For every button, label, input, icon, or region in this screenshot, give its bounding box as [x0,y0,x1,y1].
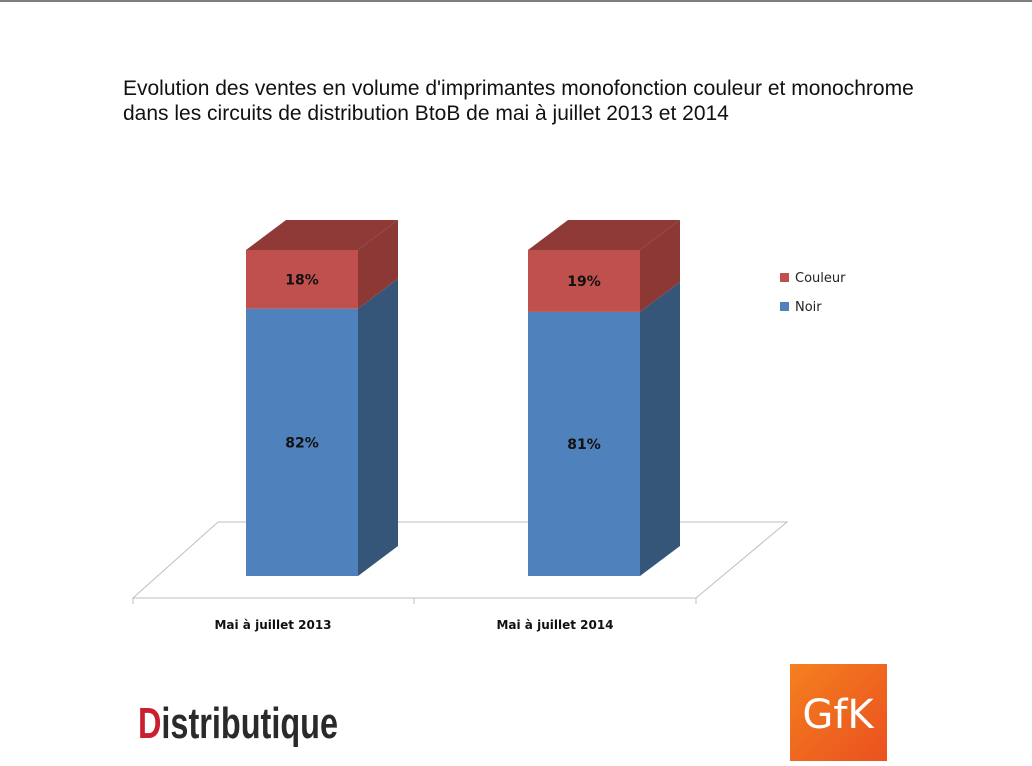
top-rule [0,0,1032,2]
bar-noir-1 [246,308,358,576]
legend-swatch-noir [780,302,789,311]
data-label-noir-2: 81% [567,437,601,453]
data-label-couleur-2: 19% [567,274,601,290]
bar-couleur-1 [246,250,358,309]
svg-text:GfK: GfK [802,692,875,738]
data-label-noir-1: 82% [285,435,319,451]
legend: Couleur Noir [780,271,846,315]
chart-title: Evolution des ventes en volume d'imprima… [123,77,914,125]
bar-side-noir-2 [640,281,680,576]
legend-swatch-couleur [780,273,789,282]
legend-label-noir: Noir [795,300,822,315]
bar-side-couleur-1 [358,220,398,309]
bars-group: 82% 18% Mai à juillet 2013 81% 19% Mai à juil… [214,220,680,632]
gfk-logo: GfK [790,664,887,761]
category-label-1: Mai à juillet 2013 [214,618,331,632]
category-label-2: Mai à juillet 2014 [496,618,613,632]
legend-label-couleur: Couleur [795,271,846,286]
bar-top-couleur-1 [246,220,398,250]
bar-top-couleur-2 [528,220,680,250]
bar-side-couleur-2 [640,220,680,312]
chart-floor [131,521,789,599]
data-label-couleur-1: 18% [285,272,319,288]
svg-text:Distributique: Distributique [138,699,338,748]
bar-couleur-2 [528,250,640,312]
bar-side-noir-1 [358,278,398,576]
distributique-logo: Distributique [138,699,338,748]
bar-noir-2 [528,311,640,576]
